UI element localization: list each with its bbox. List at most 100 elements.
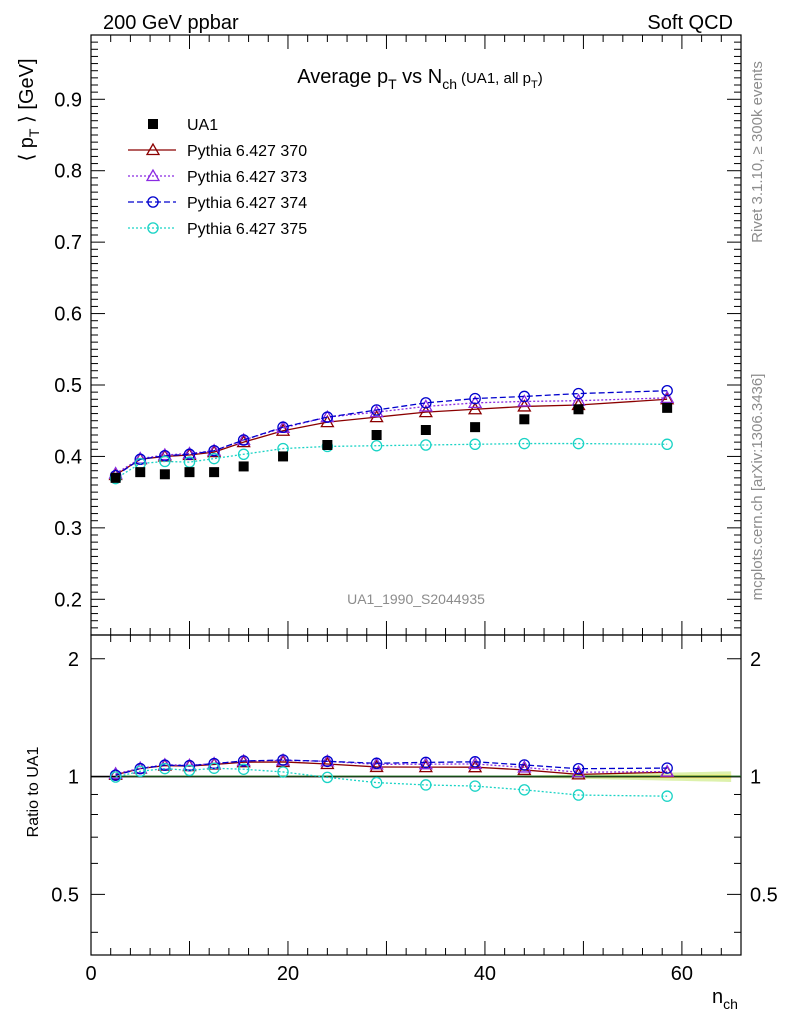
- ratio-point: [183, 764, 196, 777]
- analysis-label: UA1_1990_S2044935: [347, 591, 485, 607]
- ratio-point: [277, 766, 289, 778]
- ratio-tick-label-left: 1: [68, 767, 79, 789]
- y-axis-label: ⟨ pT ⟩ [GeV]: [16, 58, 42, 161]
- x-tick-label: 20: [277, 963, 299, 985]
- ratio-tick-label-left: 0.5: [51, 884, 79, 906]
- ratio-point: [109, 771, 122, 783]
- data-point: [278, 451, 289, 462]
- series-point: [183, 448, 196, 461]
- series-point: [208, 452, 220, 465]
- x-tick-label: 40: [474, 963, 496, 985]
- series-point: [518, 437, 531, 450]
- series-point: [182, 446, 197, 459]
- series-point: [418, 399, 433, 412]
- y-tick-label: 0.7: [54, 232, 82, 254]
- ratio-point: [418, 756, 433, 770]
- legend-item: Pythia 6.427 374: [128, 195, 307, 212]
- series-line: [115, 390, 668, 477]
- legend-marker: [145, 142, 161, 156]
- ratio-axis-label: Ratio to UA1: [25, 747, 42, 838]
- series-point: [469, 438, 481, 451]
- ratio-point: [518, 784, 531, 796]
- legend-marker: [145, 168, 161, 182]
- series-line: [115, 442, 668, 480]
- ratio-point: [321, 755, 334, 768]
- series-point: [518, 390, 531, 403]
- ratio-point: [159, 762, 171, 775]
- legend-label: Pythia 6.427 375: [187, 221, 307, 238]
- series-point: [277, 421, 289, 433]
- series-point: [208, 444, 220, 457]
- data-point: [184, 467, 195, 478]
- ratio-point: [237, 763, 250, 775]
- mcplots-label: mcplots.cern.ch [arXiv:1306.3436]: [749, 374, 766, 601]
- data-point: [238, 461, 249, 472]
- ratio-point: [159, 759, 171, 771]
- ratio-point: [321, 771, 334, 784]
- ratio-point: [572, 789, 585, 801]
- series-point: [467, 401, 483, 415]
- header-right: Soft QCD: [647, 12, 733, 34]
- data-point: [322, 440, 333, 450]
- data-point: [662, 402, 673, 413]
- data-point: [519, 414, 530, 425]
- x-tick-label: 60: [671, 963, 693, 985]
- ratio-tick-label-right: 1: [750, 767, 761, 789]
- ratio-tick-label-left: 2: [68, 649, 79, 671]
- legend-label: Pythia 6.427 374: [187, 195, 307, 212]
- ratio-point: [572, 762, 585, 775]
- series-point: [370, 439, 383, 452]
- ratio-series-3: [109, 762, 673, 802]
- series-point: [237, 434, 250, 446]
- ratio-point: [370, 757, 383, 770]
- data-point: [420, 425, 431, 435]
- legend-marker: [147, 196, 159, 208]
- data-point: [209, 467, 220, 478]
- y-tick-label: 0.2: [54, 589, 82, 611]
- ratio-tick-label-right: 2: [750, 649, 761, 671]
- ratio-point: [208, 757, 220, 770]
- ratio-point: [420, 779, 432, 791]
- ratio-point: [182, 757, 197, 771]
- series-point: [159, 455, 171, 468]
- series-2: [109, 384, 673, 482]
- ratio-point: [469, 756, 481, 768]
- ratio-frame: [90, 634, 742, 956]
- series-point: [469, 392, 481, 405]
- series-point: [275, 423, 291, 436]
- data-point: [135, 467, 146, 478]
- series-point: [237, 448, 250, 461]
- series-point: [369, 404, 384, 418]
- series-line: [115, 397, 668, 475]
- data-point: [159, 469, 170, 480]
- ratio-point: [370, 776, 383, 789]
- legend-marker: [148, 119, 158, 129]
- ratio-point: [661, 790, 673, 802]
- main-plot-area: 0.2 0.3 0.4 0.5 0.6 0.7 0.8 0.9: [54, 34, 742, 955]
- ratio-point: [208, 762, 220, 774]
- ratio-point: [571, 767, 586, 780]
- ratio-point: [183, 759, 196, 772]
- series-3: [109, 437, 673, 485]
- ratio-point: [660, 764, 675, 777]
- legend-label: Pythia 6.427 373: [187, 169, 307, 186]
- series-point: [420, 397, 432, 409]
- series-point: [134, 453, 146, 466]
- y-tick-label: 0.5: [54, 375, 82, 397]
- ratio-tick-label-right: 0.5: [750, 884, 778, 906]
- legend-item: Pythia 6.427 375: [128, 221, 307, 238]
- legend-marker: [147, 222, 159, 234]
- ratio-point: [469, 780, 481, 792]
- legend-label: UA1: [187, 117, 218, 134]
- data-point: [573, 404, 584, 415]
- data-point: [470, 422, 481, 433]
- ratio-point: [661, 762, 673, 774]
- series-point: [660, 390, 675, 404]
- series-point: [236, 434, 251, 448]
- y-tick-label: 0.8: [54, 161, 82, 183]
- series-point: [572, 437, 585, 450]
- y-tick-label: 0.3: [54, 518, 82, 540]
- y-tick-label: 0.9: [54, 89, 82, 111]
- series-point: [661, 384, 673, 397]
